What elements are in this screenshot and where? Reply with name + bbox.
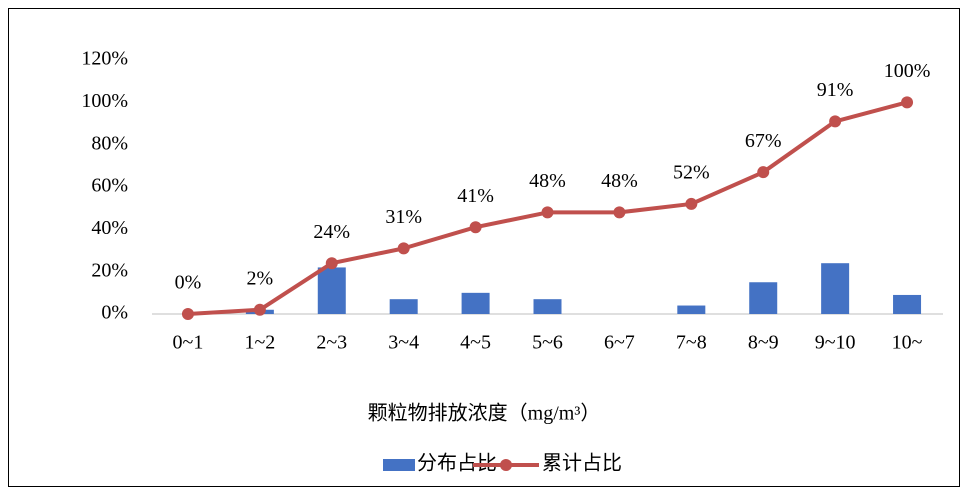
line-marker [325, 257, 338, 270]
bar [317, 267, 346, 314]
data-label: 24% [313, 221, 350, 243]
line-marker [397, 242, 410, 255]
chart-border [8, 8, 960, 487]
bar [461, 292, 490, 314]
line-marker [901, 96, 914, 109]
line-marker [181, 308, 194, 320]
y-tick-label: 0% [101, 302, 128, 324]
bar [749, 282, 778, 314]
line-marker [469, 221, 482, 234]
data-label: 31% [385, 206, 422, 228]
x-tick-label: 4~5 [460, 332, 491, 354]
bar [893, 294, 922, 314]
data-label: 91% [817, 79, 854, 101]
y-tick-label: 100% [81, 90, 128, 112]
x-tick-label: 0~1 [173, 332, 204, 354]
data-label: 67% [745, 130, 782, 152]
x-tick-label: 9~10 [815, 332, 856, 354]
data-label: 41% [457, 185, 494, 207]
data-label: 52% [673, 162, 710, 184]
bar [389, 299, 418, 314]
x-tick-label: 5~6 [532, 332, 563, 354]
legend-swatch [383, 459, 415, 471]
x-tick-label: 6~7 [604, 332, 635, 354]
legend-marker [500, 459, 512, 471]
line-marker [253, 303, 266, 316]
legend-label: 累计占比 [542, 452, 622, 475]
x-tick-label: 10~ [892, 332, 923, 354]
line-marker [541, 206, 554, 219]
line-marker [613, 206, 626, 219]
y-tick-label: 20% [91, 259, 128, 281]
legend-label: 分布占比 [417, 452, 497, 475]
line-marker [829, 115, 842, 128]
x-tick-label: 7~8 [676, 332, 707, 354]
data-label: 48% [601, 170, 638, 192]
y-tick-label: 40% [91, 217, 128, 239]
y-tick-label: 60% [91, 175, 128, 197]
line-marker [685, 197, 698, 210]
x-tick-label: 1~2 [244, 332, 275, 354]
x-tick-label: 2~3 [316, 332, 347, 354]
data-label: 48% [529, 170, 566, 192]
y-tick-label: 80% [91, 132, 128, 154]
x-tick-label: 8~9 [748, 332, 779, 354]
bar [677, 305, 706, 314]
y-tick-label: 120% [81, 48, 128, 70]
x-tick-label: 3~4 [388, 332, 419, 354]
bar [533, 299, 562, 314]
data-label: 0% [175, 272, 202, 294]
line-marker [757, 166, 770, 179]
data-label: 100% [884, 60, 931, 82]
x-axis-label: 颗粒物排放浓度（mg/m³） [368, 402, 601, 425]
data-label: 2% [247, 267, 274, 289]
bar [821, 263, 850, 314]
